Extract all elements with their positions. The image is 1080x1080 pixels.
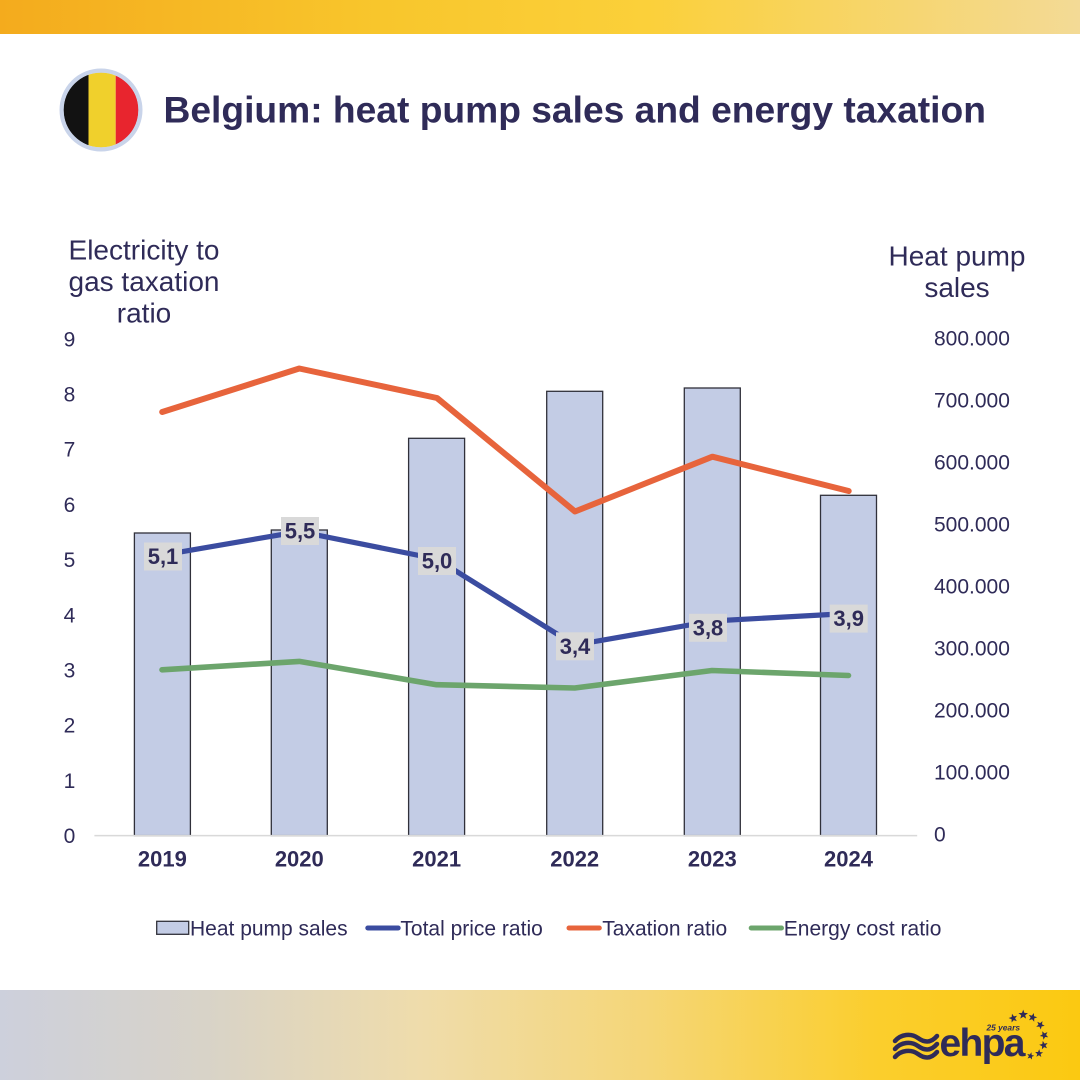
svg-text:300.000: 300.000 xyxy=(934,637,1010,660)
svg-text:3,4: 3,4 xyxy=(560,634,591,659)
svg-text:3: 3 xyxy=(64,660,76,683)
svg-text:gas taxation: gas taxation xyxy=(69,266,220,297)
svg-text:600.000: 600.000 xyxy=(934,451,1010,474)
svg-text:Energy cost ratio: Energy cost ratio xyxy=(784,918,942,941)
svg-text:3,8: 3,8 xyxy=(693,615,724,640)
svg-text:800.000: 800.000 xyxy=(934,327,1010,350)
svg-text:0: 0 xyxy=(934,823,946,846)
svg-text:2024: 2024 xyxy=(824,847,874,872)
svg-text:8: 8 xyxy=(64,384,76,407)
svg-text:5: 5 xyxy=(64,549,76,572)
svg-text:400.000: 400.000 xyxy=(934,575,1010,598)
svg-text:2022: 2022 xyxy=(550,847,599,872)
svg-text:2021: 2021 xyxy=(412,847,461,872)
svg-text:9: 9 xyxy=(64,328,76,351)
svg-text:100.000: 100.000 xyxy=(934,761,1010,784)
svg-text:ehpa: ehpa xyxy=(940,1022,1026,1065)
svg-text:5,0: 5,0 xyxy=(422,549,453,574)
svg-text:4: 4 xyxy=(64,604,76,627)
svg-text:200.000: 200.000 xyxy=(934,699,1010,722)
svg-text:500.000: 500.000 xyxy=(934,513,1010,536)
svg-text:6: 6 xyxy=(64,494,76,517)
svg-text:Heat pump: Heat pump xyxy=(889,241,1026,272)
svg-text:sales: sales xyxy=(924,272,989,303)
svg-text:5,1: 5,1 xyxy=(148,544,179,569)
svg-text:Heat pump sales: Heat pump sales xyxy=(190,918,348,941)
svg-text:5,5: 5,5 xyxy=(285,519,316,544)
svg-text:Belgium: heat pump sales and e: Belgium: heat pump sales and energy taxa… xyxy=(164,88,986,130)
svg-text:2: 2 xyxy=(64,715,76,738)
svg-text:Total price ratio: Total price ratio xyxy=(400,918,542,941)
svg-text:7: 7 xyxy=(64,439,76,462)
svg-text:1: 1 xyxy=(64,770,76,793)
svg-text:0: 0 xyxy=(64,825,76,848)
svg-text:25 years: 25 years xyxy=(985,1023,1020,1033)
svg-text:3,9: 3,9 xyxy=(833,606,864,631)
svg-text:2020: 2020 xyxy=(275,847,324,872)
svg-text:ratio: ratio xyxy=(117,298,171,329)
svg-text:700.000: 700.000 xyxy=(934,389,1010,412)
svg-text:Taxation ratio: Taxation ratio xyxy=(602,918,727,941)
svg-text:2019: 2019 xyxy=(138,847,187,872)
svg-text:2023: 2023 xyxy=(688,847,737,872)
svg-text:Electricity to: Electricity to xyxy=(69,235,220,266)
